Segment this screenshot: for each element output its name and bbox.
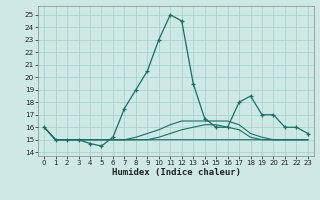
- X-axis label: Humidex (Indice chaleur): Humidex (Indice chaleur): [111, 168, 241, 177]
